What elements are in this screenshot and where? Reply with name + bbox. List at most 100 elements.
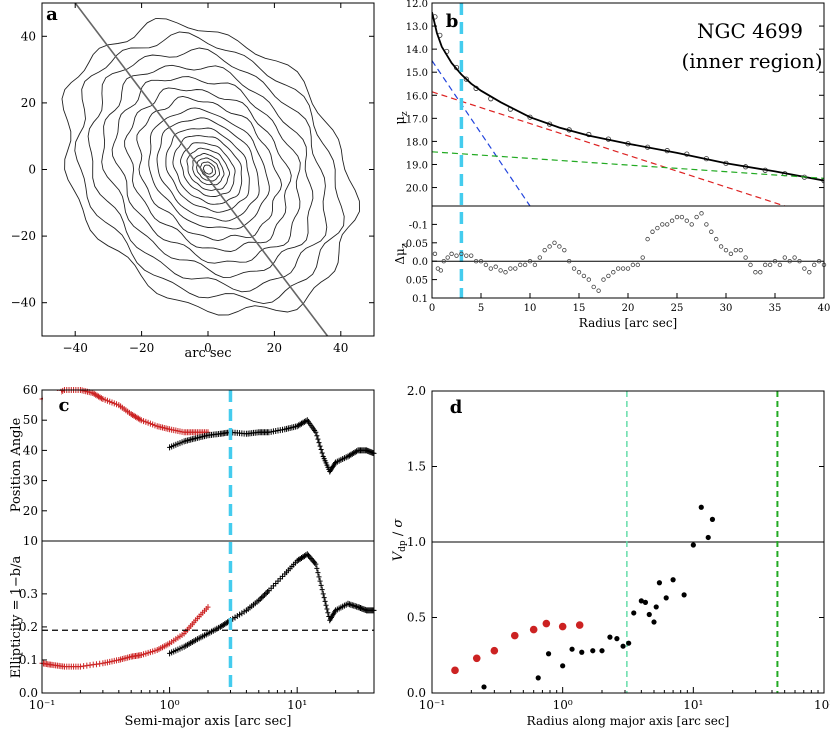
position-angle-point bbox=[314, 432, 320, 439]
contour-line bbox=[165, 127, 250, 213]
profile-line-outer-component bbox=[432, 151, 824, 179]
residual-point bbox=[792, 255, 797, 260]
residual-point bbox=[438, 268, 444, 273]
y-tick-label: 0.1 bbox=[19, 653, 38, 667]
residual-point bbox=[782, 255, 787, 260]
contour-line bbox=[101, 64, 314, 278]
residual-frame bbox=[431, 205, 825, 299]
panel-c-ellipticity-frame bbox=[41, 540, 375, 694]
vsigma-point bbox=[709, 516, 716, 522]
contour-line bbox=[196, 157, 220, 182]
contour-line bbox=[156, 117, 260, 222]
residual-point bbox=[522, 262, 528, 268]
residual-point bbox=[498, 268, 503, 273]
vsigma-point bbox=[560, 663, 566, 669]
y-tick-label: −40 bbox=[11, 296, 36, 310]
profile-line-inner-component bbox=[432, 60, 531, 206]
ellipticity-point bbox=[239, 610, 245, 617]
y-tick-label: 0.05 bbox=[406, 276, 428, 287]
residual-point bbox=[650, 229, 655, 234]
ellipticity-point bbox=[323, 602, 329, 609]
residual-point bbox=[655, 225, 660, 231]
residual-point bbox=[596, 288, 601, 293]
ellipticity-point bbox=[316, 573, 322, 580]
x-tick-label: 10⁻¹ bbox=[29, 698, 55, 712]
x-tick-label: 35 bbox=[769, 303, 782, 314]
position-angle-point bbox=[114, 401, 120, 408]
residual-point bbox=[669, 218, 675, 223]
ellipticity-point bbox=[306, 552, 312, 559]
position-angle-point bbox=[141, 418, 147, 425]
major-axis-line bbox=[74, 2, 329, 337]
ellipticity-point bbox=[205, 604, 211, 611]
y-tick-label: 19.0 bbox=[406, 160, 428, 171]
residual-point bbox=[763, 262, 768, 268]
y-tick-label: 0 bbox=[28, 163, 36, 177]
x-tick-label: 10⁰ bbox=[553, 698, 573, 712]
residual-point bbox=[797, 259, 802, 264]
y-tick-label: 60 bbox=[23, 383, 38, 397]
residual-point bbox=[478, 259, 484, 264]
ellipticity-point bbox=[310, 558, 316, 565]
residual-point bbox=[718, 244, 724, 249]
x-tick-label: 15 bbox=[573, 303, 586, 314]
residual-point bbox=[620, 266, 626, 271]
vsigma-point bbox=[542, 619, 551, 628]
ellipticity-point bbox=[317, 578, 323, 585]
y-tick-label: 40 bbox=[23, 443, 38, 457]
y-tick-label: 0.5 bbox=[407, 611, 426, 625]
residual-point bbox=[714, 236, 719, 242]
residual-point bbox=[571, 266, 577, 271]
residual-point bbox=[660, 222, 665, 227]
ellipticity-point bbox=[322, 598, 328, 605]
x-tick-label: −40 bbox=[63, 341, 88, 355]
y-tick-label: -0.05 bbox=[402, 239, 428, 250]
panel-label-b: b bbox=[446, 11, 459, 32]
vsigma-point bbox=[656, 580, 663, 586]
residual-point bbox=[679, 214, 685, 220]
panel-label-bg bbox=[43, 4, 61, 24]
vsigma-point bbox=[599, 648, 605, 654]
panel-label-c: c bbox=[59, 395, 70, 416]
vsigma-point bbox=[642, 599, 649, 606]
x-tick-label: 10² bbox=[814, 698, 830, 712]
vsigma-point bbox=[607, 634, 613, 640]
residual-point bbox=[738, 247, 743, 253]
residual-point bbox=[473, 259, 479, 264]
residual-point bbox=[586, 277, 591, 282]
vsigma-point bbox=[510, 631, 519, 640]
x-axis-label: Semi-major axis [arc sec] bbox=[125, 714, 292, 729]
residual-point bbox=[459, 251, 464, 257]
residual-point bbox=[537, 255, 542, 260]
contour-line bbox=[192, 153, 225, 186]
residual-point bbox=[454, 253, 459, 258]
ellipticity-point bbox=[324, 605, 330, 612]
vsigma-point bbox=[681, 592, 687, 598]
position-angle-point bbox=[143, 418, 149, 425]
residual-point bbox=[777, 262, 783, 268]
ellipticity-point bbox=[312, 559, 318, 566]
vsigma-point bbox=[481, 684, 487, 690]
y-tick-label: 14.0 bbox=[406, 45, 428, 56]
residual-point bbox=[513, 266, 518, 271]
ellipticity-point bbox=[314, 565, 320, 572]
y-axis-label: Vdp / σ bbox=[391, 518, 408, 562]
contour-line bbox=[180, 142, 236, 197]
x-axis-label: Radius [arc sec] bbox=[579, 316, 677, 330]
contour-line bbox=[172, 135, 243, 205]
residual-point bbox=[743, 255, 748, 260]
y-tick-label: 0.0 bbox=[407, 686, 426, 700]
y-tick-label: -0.1 bbox=[409, 220, 428, 231]
position-angle-point bbox=[104, 397, 110, 404]
position-angle-point bbox=[147, 420, 153, 427]
chart-title: NGC 4699 bbox=[697, 19, 803, 43]
residual-point bbox=[591, 284, 596, 290]
y-tick-label: 1.5 bbox=[407, 460, 426, 474]
vsigma-point bbox=[590, 648, 596, 654]
y-tick-label: 40 bbox=[21, 29, 36, 43]
vsigma-point bbox=[653, 604, 659, 610]
chart-subtitle: (inner region) bbox=[681, 49, 822, 73]
vsigma-point bbox=[698, 504, 704, 510]
residual-point bbox=[581, 273, 587, 279]
